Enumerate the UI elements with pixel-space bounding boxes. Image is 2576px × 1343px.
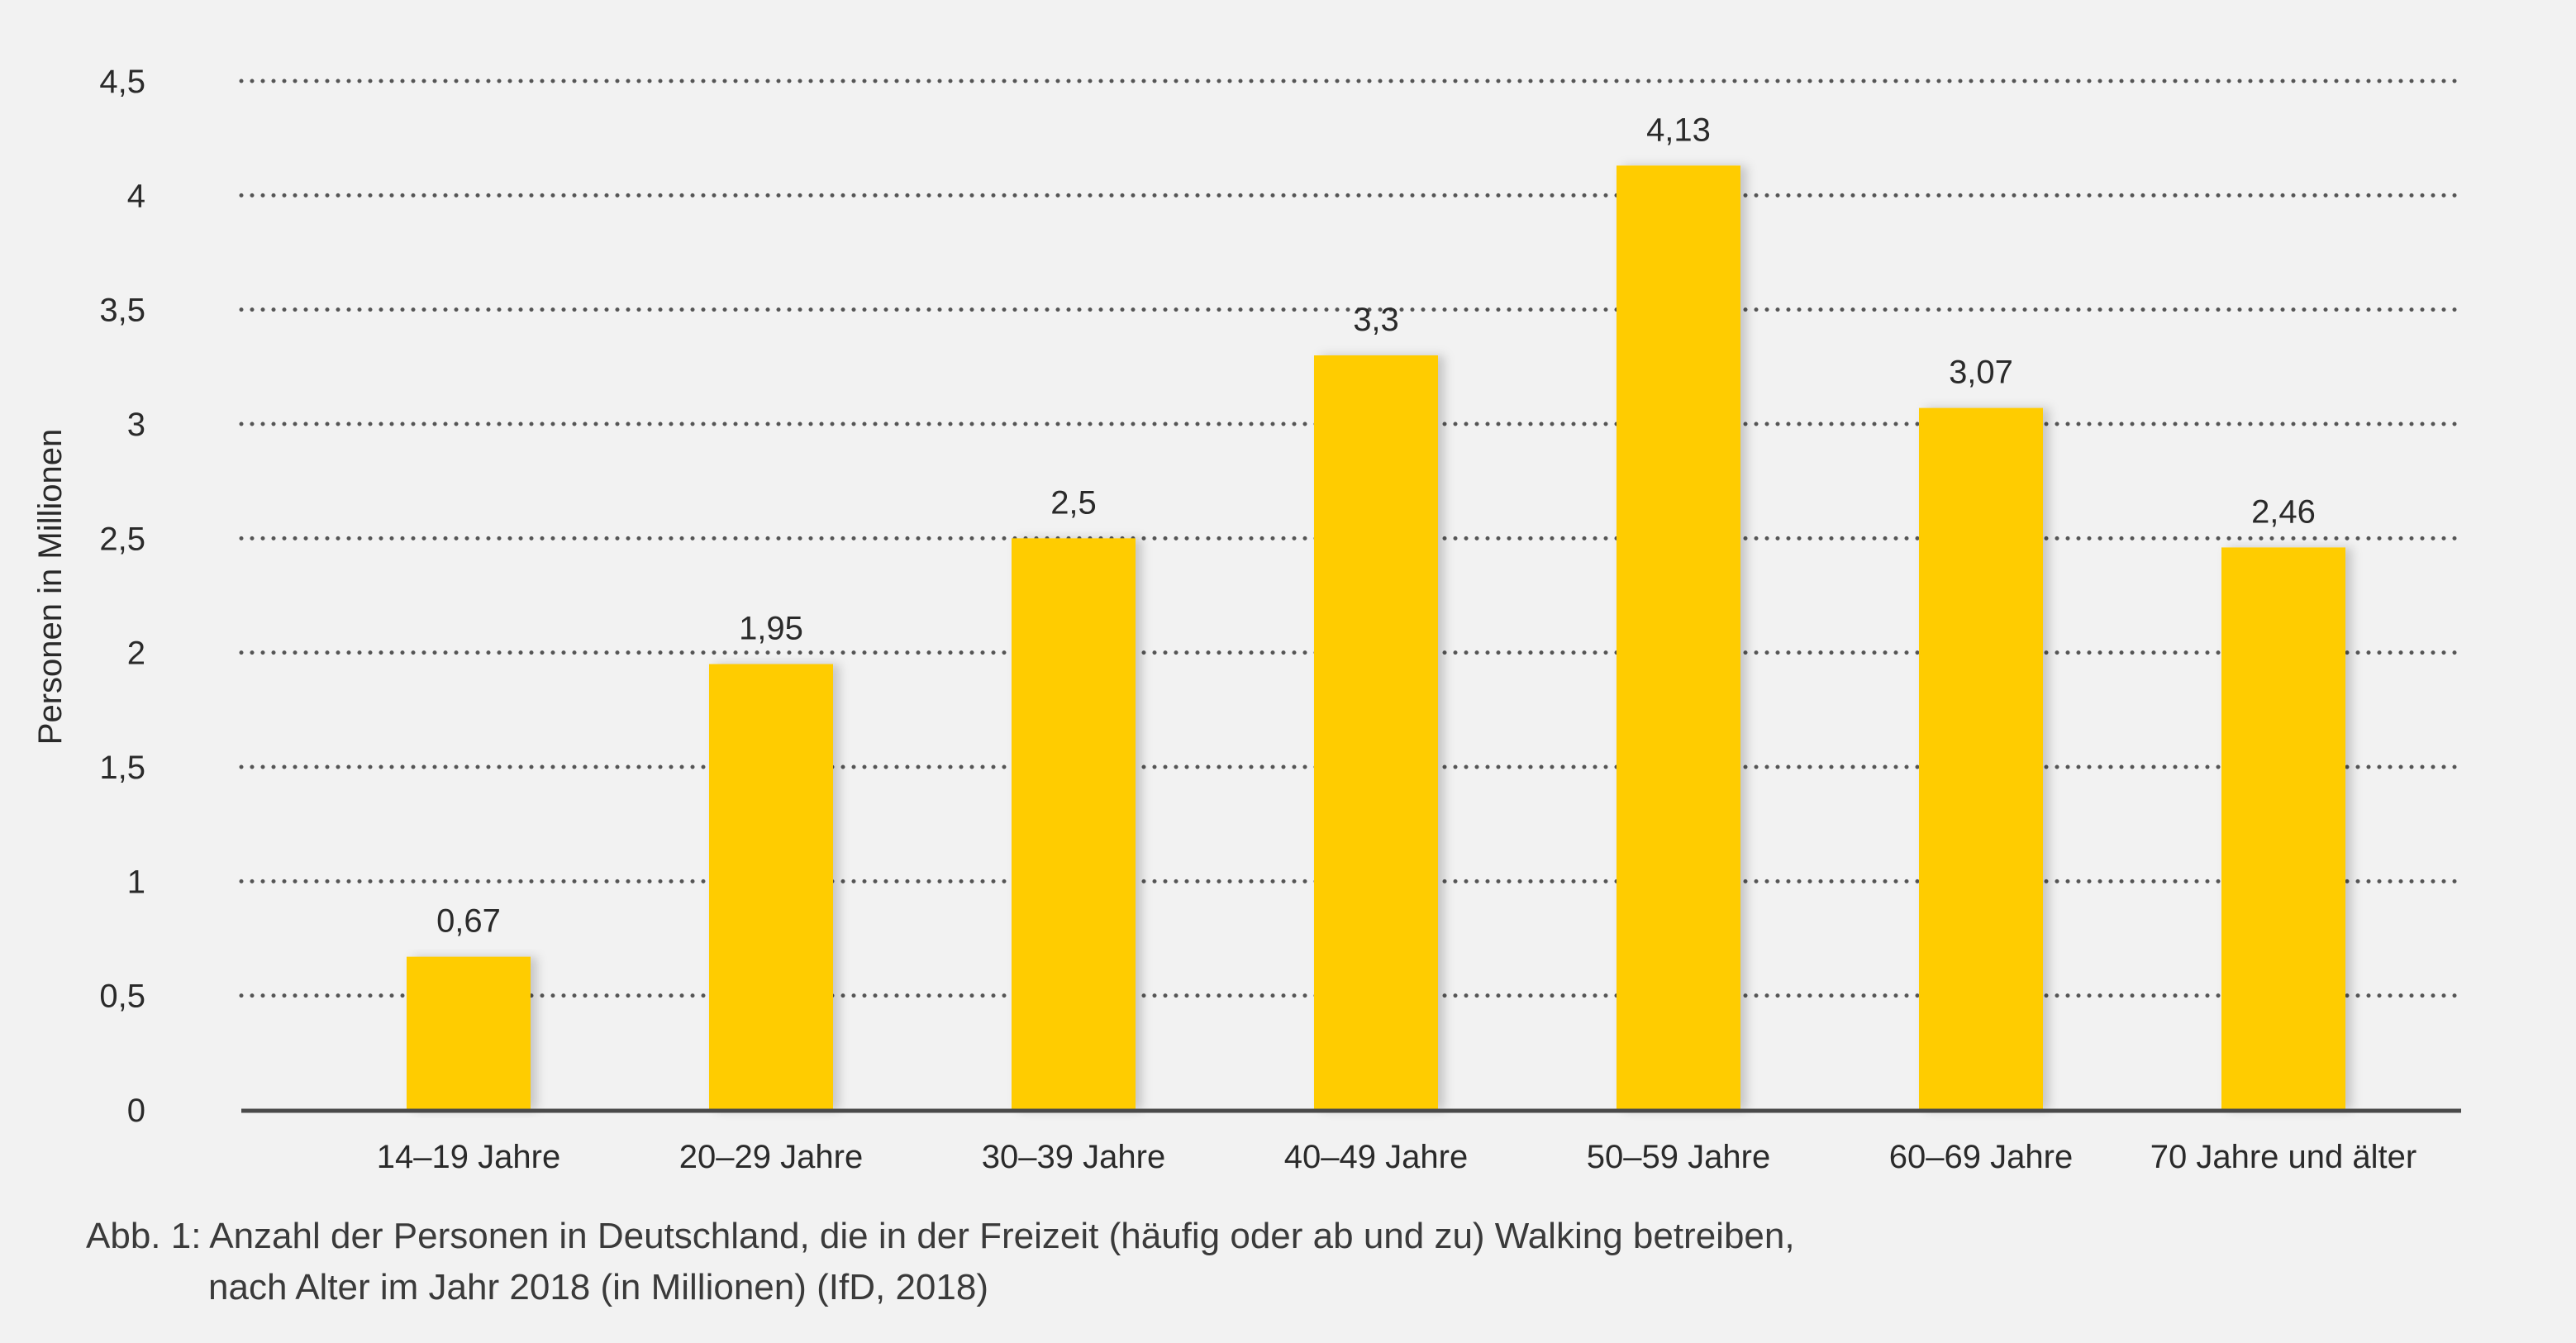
- data-label: 4,13: [1646, 112, 1711, 148]
- y-tick-label: 2,5: [99, 521, 145, 557]
- bar: [1617, 165, 1740, 1110]
- x-tick-label: 70 Jahre und älter: [2150, 1139, 2416, 1175]
- y-tick-label: 1,5: [99, 750, 145, 786]
- x-tick-label: 30–39 Jahre: [982, 1139, 1165, 1175]
- y-axis-ticks: 0 0,5 1 1,5 2 2,5 3 3,5 4 4,5: [99, 64, 145, 1129]
- bars: [407, 165, 2345, 1111]
- bar: [1314, 355, 1438, 1110]
- y-tick-label: 3,5: [99, 293, 145, 329]
- bar: [1919, 407, 2043, 1111]
- x-axis-labels: 14–19 Jahre 20–29 Jahre 30–39 Jahre 40–49 J…: [377, 1139, 2416, 1175]
- y-tick-label: 4: [127, 178, 145, 214]
- y-tick-label: 0,5: [99, 979, 145, 1015]
- y-tick-label: 3: [127, 407, 145, 443]
- x-tick-label: 40–49 Jahre: [1284, 1139, 1468, 1175]
- x-tick-label: 60–69 Jahre: [1889, 1139, 2073, 1175]
- caption-line-1: Abb. 1: Anzahl der Personen in Deutschla…: [86, 1216, 1795, 1256]
- bar: [709, 664, 833, 1110]
- bar: [407, 956, 531, 1110]
- bar: [1012, 538, 1136, 1110]
- value-labels: 0,67 1,95 2,5 3,3 4,13 3,07 2,46: [436, 112, 2316, 939]
- data-label: 2,46: [2251, 493, 2316, 530]
- y-axis-title: Personen in Millionen: [32, 429, 69, 745]
- gridlines: [239, 79, 2464, 998]
- data-label: 3,3: [1353, 302, 1399, 338]
- data-label: 0,67: [436, 903, 501, 940]
- y-tick-label: 0: [127, 1093, 145, 1129]
- y-tick-label: 1: [127, 864, 145, 900]
- figure-caption: Abb. 1: Anzahl der Personen in Deutschla…: [86, 1211, 1795, 1313]
- bar: [2221, 547, 2345, 1110]
- x-tick-label: 14–19 Jahre: [377, 1139, 560, 1175]
- x-tick-label: 50–59 Jahre: [1587, 1139, 1770, 1175]
- y-tick-label: 4,5: [99, 64, 145, 100]
- y-tick-label: 2: [127, 636, 145, 672]
- caption-line-2: nach Alter im Jahr 2018 (in Millionen) (…: [208, 1267, 988, 1307]
- data-label: 3,07: [1949, 355, 2013, 391]
- x-tick-label: 20–29 Jahre: [679, 1139, 863, 1175]
- data-label: 1,95: [739, 611, 803, 647]
- data-label: 2,5: [1050, 484, 1097, 521]
